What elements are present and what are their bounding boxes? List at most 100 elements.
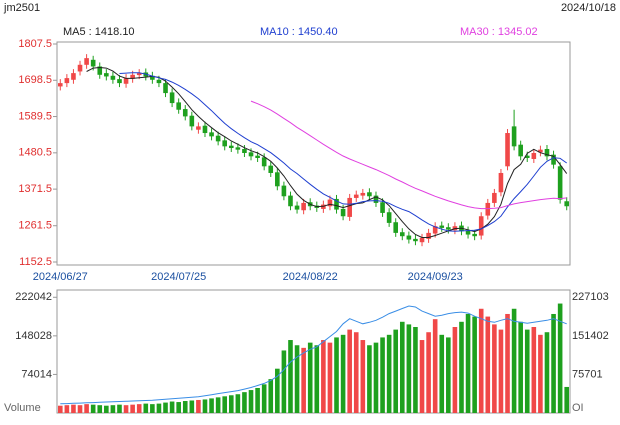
volume-bar — [353, 332, 359, 413]
volume-bar — [327, 342, 333, 413]
volume-bar — [84, 404, 89, 413]
candle-body — [380, 202, 385, 213]
volume-bar — [557, 303, 563, 413]
y2-axis-label: OI — [572, 402, 584, 414]
date: 2024/10/18 — [561, 2, 616, 14]
candle-body — [176, 102, 181, 110]
y2-tick-label: 75701 — [572, 368, 603, 380]
x-tick-label: 2024/06/27 — [33, 271, 88, 283]
volume-bar — [478, 308, 484, 413]
ma-line — [119, 72, 567, 232]
volume-bar — [472, 316, 477, 413]
candle-body — [518, 144, 523, 157]
volume-bar — [524, 329, 530, 413]
candle-body — [472, 233, 477, 237]
candle-body — [57, 83, 63, 87]
volume-bar — [130, 404, 135, 413]
y-tick-label: 1371.5 — [18, 183, 52, 195]
volume-bar — [123, 405, 129, 413]
candle-body — [104, 73, 109, 77]
volume-bar — [551, 313, 556, 413]
candle-body — [268, 165, 274, 173]
candle-body — [353, 194, 359, 198]
candle-body — [222, 140, 228, 147]
y2-tick-label: 151402 — [572, 330, 609, 342]
volume-bar — [169, 401, 175, 413]
candle-body — [242, 149, 247, 154]
volume-bar — [104, 405, 109, 413]
volume-bar — [110, 405, 116, 413]
candle-body — [406, 235, 412, 240]
ma-label: MA30 : 1345.02 — [460, 26, 538, 38]
candle-body — [275, 172, 280, 187]
volume-bar — [531, 327, 537, 413]
volume-bar — [143, 403, 149, 413]
volume-bar — [413, 327, 418, 413]
candle-body — [531, 153, 537, 159]
volume-bar — [163, 402, 168, 413]
candle-body — [163, 83, 168, 94]
volume-bar — [281, 350, 287, 413]
volume-bar — [406, 324, 412, 413]
candle-body — [367, 192, 372, 197]
volume-bar — [459, 321, 464, 413]
candle-body — [399, 232, 405, 237]
y-tick-label: 148028 — [15, 330, 52, 342]
volume-bar — [360, 340, 366, 413]
candle-body — [538, 149, 543, 153]
candle-body — [498, 172, 504, 193]
volume-bar — [393, 329, 399, 413]
candle-body — [551, 154, 556, 165]
candle-body — [544, 149, 550, 157]
volume-bar — [209, 398, 214, 413]
y-tick-label: 1152.5 — [19, 256, 52, 268]
y2-tick-label: 227103 — [572, 291, 609, 303]
volume-bar — [399, 321, 405, 413]
candle-body — [393, 222, 399, 233]
volume-bar — [150, 404, 155, 413]
volume-bar — [538, 334, 543, 413]
candle-body — [340, 208, 346, 217]
volume-bar — [505, 313, 510, 413]
volume-bar — [511, 308, 517, 413]
candle-body — [386, 212, 392, 223]
candle-body — [130, 74, 135, 79]
candle-body — [189, 115, 195, 127]
candle-body — [255, 155, 260, 158]
candle-body — [413, 238, 418, 242]
candle-body — [360, 192, 366, 196]
candle-body — [123, 78, 129, 84]
candle-body — [492, 192, 497, 203]
ma-label: MA5 : 1418.10 — [63, 26, 135, 38]
volume-bar — [288, 340, 293, 413]
volume-bar — [196, 399, 201, 413]
candle-body — [327, 199, 333, 207]
volume-bar — [228, 395, 234, 413]
candle-body — [511, 126, 517, 147]
candle-body — [136, 73, 142, 76]
volume-bar — [301, 347, 306, 413]
ma-label: MA10 : 1450.40 — [260, 26, 338, 38]
candle-body — [169, 92, 175, 104]
volume-bar — [465, 313, 471, 413]
candle-body — [84, 58, 89, 65]
x-tick-label: 2024/07/25 — [151, 271, 206, 283]
candle-body — [248, 152, 254, 157]
volume-bar — [439, 334, 445, 413]
candle-body — [71, 73, 76, 80]
candle-body — [156, 79, 162, 84]
volume-bar — [255, 387, 260, 413]
candle-body — [150, 75, 155, 80]
ma-line — [250, 100, 567, 210]
volume-bar — [71, 404, 76, 413]
volume-bar — [452, 327, 458, 413]
volume-bar — [202, 399, 208, 413]
volume-bar — [77, 405, 83, 413]
candle-body — [478, 216, 484, 236]
volume-bar — [136, 404, 142, 413]
y-tick-label: 74014 — [21, 368, 52, 380]
candle-body — [485, 202, 491, 216]
volume-bar — [492, 324, 497, 413]
volume-bar — [367, 345, 372, 413]
volume-bar — [564, 386, 570, 413]
